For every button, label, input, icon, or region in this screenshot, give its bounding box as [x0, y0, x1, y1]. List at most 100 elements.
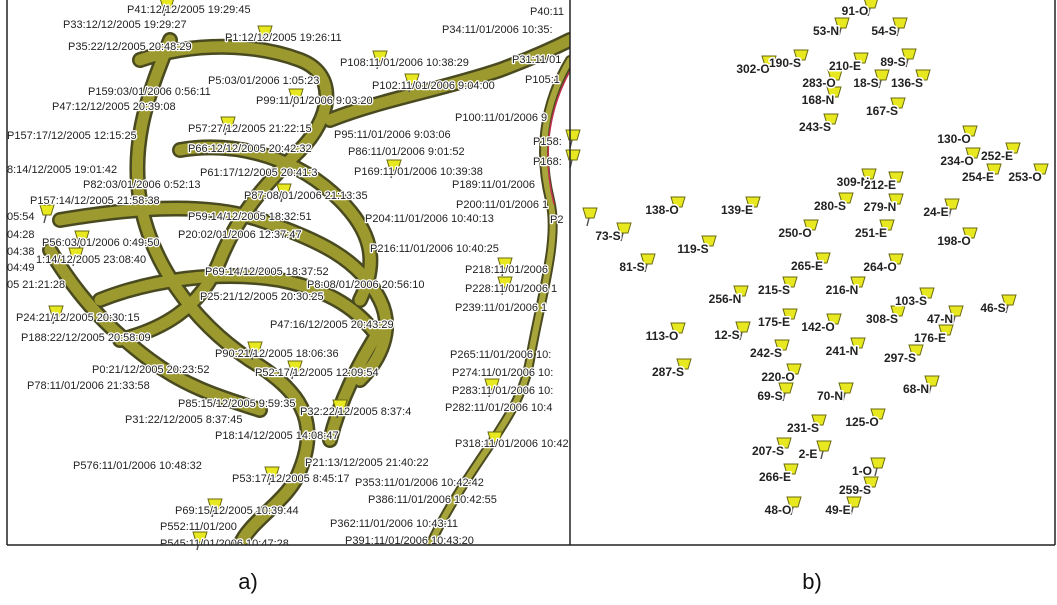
location-label: P24:21/12/2005 20:30:15 — [16, 312, 140, 324]
location-label: 176-E — [914, 331, 946, 345]
location-label: P40:11 — [530, 6, 564, 18]
location-label: 113-O — [646, 329, 679, 343]
location-label: 259-S — [839, 483, 871, 497]
location-label: P188:22/12/2005 20:58:09 — [21, 332, 151, 344]
location-label: P168: — [533, 156, 562, 168]
location-label: 231-S — [787, 421, 819, 435]
location-label: P57:27/12/2005 21:22:15 — [188, 123, 312, 135]
location-label: P34:11/01/2006 10:35: — [442, 24, 553, 36]
location-label: 12-S — [714, 328, 739, 342]
location-label: 136-S — [891, 76, 923, 90]
location-label: 220-O — [761, 370, 794, 384]
location-label: P353:11/01/2006 10:42:42 — [355, 477, 484, 489]
location-label: P158: — [533, 136, 562, 148]
location-label: 24-E — [923, 205, 948, 219]
location-label: 265-E — [791, 259, 823, 273]
location-label: 48-O — [765, 503, 792, 517]
location-label: P283:11/01/2006 10: — [452, 385, 553, 397]
location-label: 04:49 — [7, 262, 35, 274]
location-label: 308-S — [866, 312, 898, 326]
location-label: P99:11/01/2006 9:03:20 — [256, 95, 373, 107]
location-label: P47:16/12/2005 20:43:29 — [270, 319, 394, 331]
location-label: P31:22/12/2005 8:37:45 — [125, 414, 242, 426]
location-label: P200:11/01/2006 1 — [456, 199, 548, 211]
location-label: P78:11/01/2006 21:33:58 — [27, 380, 150, 392]
location-label: 212-E — [864, 178, 896, 192]
location-label: 138-O — [645, 203, 678, 217]
location-label: P56:03/01/2006 0:49:50 — [42, 237, 159, 249]
location-label: 279-N — [864, 200, 897, 214]
location-label: P318:11/01/2006 10:42: — [455, 438, 572, 450]
location-label: P20:02/01/2006 12:37:47 — [178, 229, 302, 241]
pin — [566, 150, 580, 160]
pin — [566, 130, 580, 140]
location-label: 264-O — [863, 260, 896, 274]
location-label: P204:11/01/2006 10:40:13 — [365, 213, 494, 225]
location-label: 49-E — [825, 503, 850, 517]
pin — [871, 458, 885, 468]
location-label: P274:11/01/2006 10: — [452, 367, 553, 379]
location-label: 91-O — [842, 4, 869, 18]
location-label: 68-N — [903, 382, 929, 396]
location-label: P157:14/12/2005 21:58:38 — [30, 195, 160, 207]
location-label: P31:11/01 — [512, 54, 561, 66]
location-label: P159:03/01/2006 0:56:11 — [88, 86, 211, 98]
location-label: 266-E — [759, 470, 791, 484]
location-label: P576:11/01/2006 10:48:32 — [73, 460, 202, 472]
location-label: P21:13/12/2005 21:40:22 — [305, 457, 429, 469]
location-label: 241-N — [826, 344, 859, 358]
location-label: 216-N — [826, 283, 859, 297]
location-label: 251-E — [855, 226, 887, 240]
location-label: 302-O — [736, 62, 769, 76]
location-label: P108:11/01/2006 10:38:29 — [340, 57, 469, 69]
location-label: P87:08/01/2006 21:13:35 — [244, 190, 368, 202]
location-label: 54-S — [871, 24, 896, 38]
location-label: P69:14/12/2005 18:37:52 — [205, 266, 329, 278]
location-label: 210-E — [829, 59, 861, 73]
location-label: P1:12/12/2005 19:26:11 — [225, 32, 342, 44]
location-label: P53:17/12/2005 8:45:17 — [232, 473, 349, 485]
location-label: P100:11/01/2006 9 — [455, 112, 547, 124]
location-label: P105:1 — [525, 74, 560, 86]
location-label: 73-S — [595, 229, 620, 243]
location-label: P5:03/01/2006 1:05:23 — [208, 75, 319, 87]
location-label: P66:12/12/2005 20:42:32 — [188, 143, 312, 155]
location-label: P2 — [550, 214, 563, 226]
location-label: P86:11/01/2006 9:01:52 — [348, 146, 465, 158]
location-label: P61:17/12/2005 20:41:3 — [200, 167, 317, 179]
location-label: P47:12/12/2005 20:39:08 — [52, 101, 176, 113]
location-label: 103-S — [895, 294, 927, 308]
location-label: P41:12/12/2005 19:29:45 — [127, 4, 251, 16]
location-label: 190-S — [769, 56, 801, 70]
location-label: 297-S — [884, 351, 916, 365]
pin — [583, 208, 597, 218]
location-label: 175-E — [758, 315, 790, 329]
location-label: P216:11/01/2006 10:40:25 — [370, 243, 499, 255]
location-label: 47-N — [927, 312, 953, 326]
location-label: 198-O — [937, 234, 970, 248]
location-label: 243-S — [799, 120, 831, 134]
location-label: 253-O — [1008, 170, 1041, 184]
location-label: 04:28 — [7, 229, 35, 241]
location-label: 8:14/12/2005 19:01:42 — [7, 164, 117, 176]
location-label: 254-E — [962, 170, 994, 184]
location-label: 130-O — [937, 132, 970, 146]
location-label: P552:11/01/200 — [160, 521, 237, 533]
location-label: 70-N — [817, 389, 843, 403]
location-label: 05 21:21:28 — [7, 279, 65, 291]
location-label: P239:11/01/2006 1 — [455, 302, 547, 314]
location-label: 2-E — [799, 447, 818, 461]
location-label: P59:14/12/2005 18:32:51 — [188, 211, 312, 223]
location-label: P33:12/12/2005 19:29:27 — [63, 19, 187, 31]
location-label: P282:11/01/2006 10:4 — [445, 402, 552, 414]
location-label: 283-O — [802, 76, 835, 90]
location-label: 18-S — [853, 76, 878, 90]
location-label: 250-O — [778, 226, 811, 240]
location-label: P25:21/12/2005 20:30:25 — [200, 291, 324, 303]
location-label: 252-E — [981, 149, 1013, 163]
location-label: P18:14/12/2005 14:08:47 — [215, 430, 339, 442]
location-label: 53-N — [813, 24, 839, 38]
location-label: P82:03/01/2006 0:52:13 — [83, 179, 200, 191]
location-label: P8:08/01/2006 20:56:10 — [307, 279, 424, 291]
location-label: 168-N — [802, 93, 835, 107]
